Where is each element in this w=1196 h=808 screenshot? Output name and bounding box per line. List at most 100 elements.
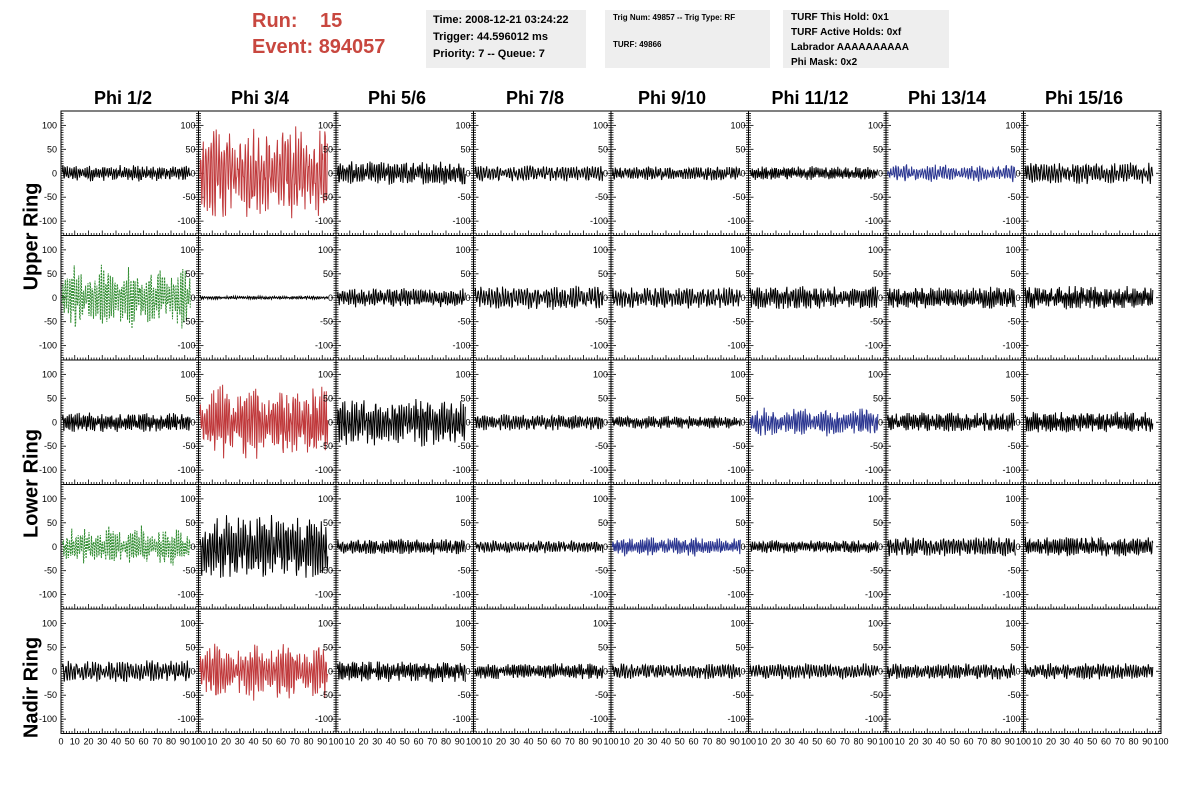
y-tick-label: -50 (457, 317, 470, 327)
y-tick-label: 50 (460, 518, 470, 528)
y-tick-label: -50 (182, 441, 195, 451)
y-tick-label: -100 (865, 465, 883, 475)
y-tick-label: 100 (180, 369, 195, 379)
y-tick-label: 50 (598, 393, 608, 403)
y-tick-label: 50 (323, 144, 333, 154)
y-tick-label: 50 (323, 393, 333, 403)
y-tick-label: 0 (190, 168, 195, 178)
y-tick-label: 50 (185, 393, 195, 403)
waveform-trace (475, 414, 603, 430)
y-tick-label: 100 (180, 245, 195, 255)
y-tick-label: 100 (593, 494, 608, 504)
y-tick-label: 100 (318, 120, 333, 130)
y-tick-label: 0 (1015, 293, 1020, 303)
y-tick-label: 50 (323, 518, 333, 528)
waveform-trace (887, 538, 1015, 557)
y-tick-label: 0 (603, 417, 608, 427)
y-tick-label: 50 (185, 269, 195, 279)
y-tick-label: 100 (455, 494, 470, 504)
y-tick-label: 0 (878, 168, 883, 178)
waveform-trace (62, 526, 190, 566)
y-tick-label: 100 (1005, 369, 1020, 379)
y-tick-label: -50 (1007, 192, 1020, 202)
y-tick-label: -50 (595, 441, 608, 451)
y-tick-label: 0 (328, 168, 333, 178)
y-tick-label: -50 (44, 441, 57, 451)
y-tick-label: -100 (177, 465, 195, 475)
y-tick-label: 0 (328, 417, 333, 427)
y-tick-label: -100 (865, 590, 883, 600)
waveform-trace (62, 265, 190, 329)
y-tick-label: -50 (1007, 317, 1020, 327)
y-tick-label: 0 (878, 293, 883, 303)
y-tick-label: 50 (873, 144, 883, 154)
y-tick-label: -100 (452, 216, 470, 226)
y-tick-label: 50 (598, 144, 608, 154)
y-tick-label: -50 (320, 441, 333, 451)
y-tick-label: -100 (315, 465, 333, 475)
y-tick-label: 0 (190, 293, 195, 303)
y-tick-label: 100 (42, 494, 57, 504)
y-tick-label: -50 (44, 317, 57, 327)
waveform-trace (612, 287, 740, 308)
y-tick-label: -50 (732, 441, 745, 451)
y-tick-label: 100 (593, 120, 608, 130)
y-tick-label: 50 (1010, 393, 1020, 403)
y-tick-label: -50 (595, 566, 608, 576)
y-tick-label: 50 (47, 518, 57, 528)
y-tick-label: -100 (177, 590, 195, 600)
y-tick-label: -50 (732, 192, 745, 202)
y-tick-label: -50 (870, 192, 883, 202)
y-tick-label: 100 (593, 245, 608, 255)
y-tick-label: 100 (455, 369, 470, 379)
y-tick-label: -100 (39, 216, 57, 226)
y-tick-label: -100 (1002, 341, 1020, 351)
y-tick-label: -50 (732, 317, 745, 327)
y-tick-label: 0 (603, 168, 608, 178)
y-tick-label: -100 (727, 590, 745, 600)
y-tick-label: 50 (735, 518, 745, 528)
waveform-trace (62, 165, 190, 181)
y-tick-label: 100 (318, 494, 333, 504)
y-tick-label: -100 (177, 216, 195, 226)
waveform-trace (887, 413, 1015, 432)
y-tick-label: -50 (182, 317, 195, 327)
waveform-trace (750, 408, 878, 437)
y-tick-label: -100 (590, 465, 608, 475)
waveform-trace (1025, 412, 1153, 433)
y-tick-label: 50 (735, 144, 745, 154)
waveform-trace (200, 385, 328, 459)
waveform-trace (337, 399, 465, 447)
waveform-trace (200, 126, 328, 218)
y-tick-label: -50 (320, 566, 333, 576)
y-tick-label: -50 (182, 566, 195, 576)
y-tick-label: 100 (180, 494, 195, 504)
y-tick-label: 50 (185, 144, 195, 154)
y-tick-label: 0 (740, 293, 745, 303)
y-tick-label: 100 (730, 369, 745, 379)
y-tick-label: 100 (180, 120, 195, 130)
waveform-grid: 100 50 0 -50 -100 100 50 0 -50 -100 100 50 0 -50 -100 1… (0, 0, 1196, 772)
y-tick-label: 50 (1010, 269, 1020, 279)
y-tick-label: -50 (870, 441, 883, 451)
y-tick-label: 100 (730, 120, 745, 130)
y-tick-label: -50 (44, 566, 57, 576)
y-tick-label: 100 (868, 120, 883, 130)
y-tick-label: 50 (460, 269, 470, 279)
y-tick-label: 100 (318, 369, 333, 379)
y-tick-label: 0 (328, 293, 333, 303)
y-tick-label: -50 (732, 566, 745, 576)
waveform-trace (1025, 286, 1153, 309)
y-tick-label: -100 (865, 216, 883, 226)
y-tick-label: 100 (593, 369, 608, 379)
y-tick-label: -100 (1002, 465, 1020, 475)
y-tick-label: -100 (452, 465, 470, 475)
y-tick-label: 50 (1010, 144, 1020, 154)
y-tick-label: 50 (598, 518, 608, 528)
y-tick-label: 100 (868, 245, 883, 255)
y-tick-label: -100 (39, 341, 57, 351)
waveform-trace (750, 540, 878, 553)
waveform-trace (887, 164, 1015, 182)
waveform-trace (887, 287, 1015, 309)
y-tick-label: -100 (39, 590, 57, 600)
